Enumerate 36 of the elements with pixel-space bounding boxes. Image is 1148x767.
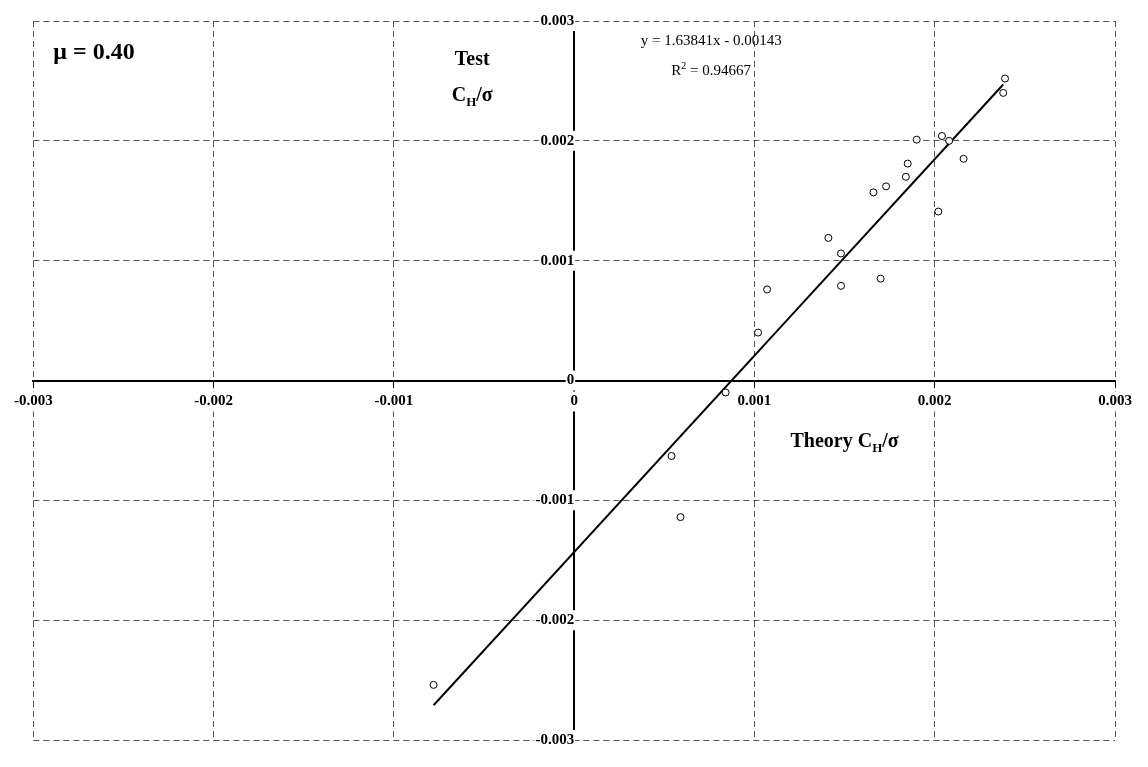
point <box>934 207 943 216</box>
point <box>882 182 891 191</box>
x-tick-label: -0.001 <box>374 392 414 409</box>
x-tick-label: -0.002 <box>194 392 234 409</box>
y-tick-label: 0.001 <box>540 251 575 268</box>
point <box>429 680 438 689</box>
point <box>676 513 685 522</box>
y-tick-label: 0.002 <box>540 131 575 148</box>
annotation: y = 1.63841x - 0.00143 <box>640 32 782 48</box>
annotation: μ = 0.40 <box>53 38 135 64</box>
y-tick-label: 0 <box>566 371 575 388</box>
y-tick-label: -0.001 <box>535 491 575 508</box>
point <box>901 172 910 181</box>
point <box>959 154 968 163</box>
point <box>763 285 772 294</box>
point <box>903 159 912 168</box>
point <box>754 328 763 337</box>
y-tick-label: -0.003 <box>535 730 575 747</box>
x-tick-label: 0.001 <box>737 392 772 409</box>
point <box>912 135 921 144</box>
point <box>869 188 878 197</box>
x-tick-label: 0.003 <box>1098 392 1132 409</box>
point <box>876 274 885 283</box>
point <box>824 233 833 242</box>
point <box>945 136 954 145</box>
x-tick-label: -0.003 <box>14 392 53 409</box>
point <box>836 281 845 290</box>
y-tick-label: -0.002 <box>535 611 575 628</box>
point <box>667 452 676 460</box>
point <box>999 88 1008 97</box>
y-tick-label: 0.003 <box>540 11 575 28</box>
point <box>721 388 730 397</box>
point <box>1001 74 1010 83</box>
x-tick-label: 0.002 <box>917 392 952 409</box>
point <box>836 249 845 258</box>
point <box>937 132 946 141</box>
